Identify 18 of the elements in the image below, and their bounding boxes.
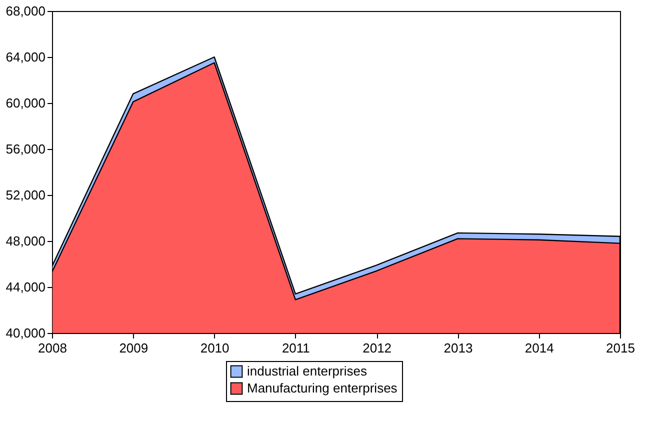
legend-label: Manufacturing enterprises <box>247 380 398 396</box>
x-tick-label: 2014 <box>524 340 554 356</box>
legend-label: industrial enterprises <box>247 364 368 378</box>
x-tick-label: 2011 <box>282 340 310 356</box>
x-tick-label: 2008 <box>38 340 67 356</box>
y-tick-label: 48,000 <box>6 234 46 248</box>
x-tick-label: 2009 <box>119 340 148 356</box>
y-tick-label: 52,000 <box>6 188 46 202</box>
y-tick-label: 60,000 <box>6 96 46 110</box>
x-tick-label: 2010 <box>200 340 230 356</box>
x-tick-label: 2015 <box>606 340 635 356</box>
y-tick-label: 68,000 <box>6 4 46 18</box>
x-tick-label: 2013 <box>444 340 473 356</box>
y-tick-label: 40,000 <box>6 326 46 340</box>
y-tick-label: 44,000 <box>6 280 46 294</box>
y-tick-label: 56,000 <box>6 142 46 156</box>
x-tick-label: 2012 <box>362 340 392 356</box>
y-tick-label: 64,000 <box>6 50 46 64</box>
